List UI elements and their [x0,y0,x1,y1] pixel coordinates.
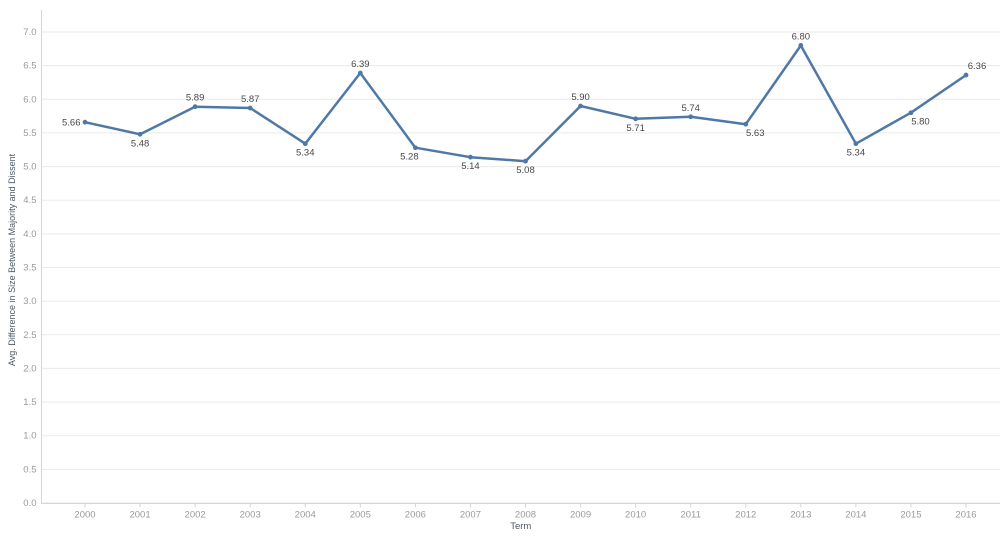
x-tick-label-2007: 2007 [460,510,481,521]
data-point-2010[interactable] [633,116,639,122]
x-tick-label-2002: 2002 [185,510,206,521]
y-tick-label-5.5: 5.5 [23,128,36,139]
x-tick-label-2016: 2016 [955,510,976,521]
data-point-2004[interactable] [302,141,308,147]
x-tick-label-2001: 2001 [129,510,150,521]
data-point-2001[interactable] [137,131,143,137]
y-tick-label-3.5: 3.5 [23,263,36,274]
y-tick-label-4.0: 4.0 [23,229,36,240]
data-label-2014: 5.34 [847,148,866,159]
data-point-2008[interactable] [523,158,528,164]
y-tick-label-1.5: 1.5 [23,397,36,408]
x-tick-label-2000: 2000 [74,510,95,521]
data-point-2003[interactable] [247,105,253,111]
data-label-2010: 5.71 [626,123,645,134]
data-point-2007[interactable] [468,154,473,160]
data-label-2002: 5.89 [186,93,205,104]
y-tick-label-3.0: 3.0 [23,296,36,307]
data-point-2005[interactable] [357,70,363,76]
data-label-2001: 5.48 [131,138,150,149]
data-label-2009: 5.90 [571,92,590,103]
data-label-2008: 5.08 [516,165,535,176]
x-tick-label-2013: 2013 [790,510,811,521]
x-tick-label-2015: 2015 [900,510,921,521]
data-point-2000[interactable] [82,119,88,125]
y-tick-label-5.0: 5.0 [23,162,36,173]
x-tick-label-2005: 2005 [350,510,371,521]
y-tick-label-0.0: 0.0 [23,498,36,509]
series-line[interactable] [83,44,968,163]
gridlines-group [42,31,1000,504]
data-labels-group: 5.66 5.48 5.89 5.87 5.34 6.39 5.28 5.14 5.08 5.90… [62,31,986,176]
x-tick-label-2010: 2010 [625,510,646,521]
data-label-2016: 6.36 [968,61,987,72]
data-label-2000: 5.66 [62,118,81,129]
y-tick-label-6.0: 6.0 [23,94,36,105]
y-axis-title: Avg. Difference in Size Between Majority… [7,153,17,366]
y-tick-label-1.0: 1.0 [23,431,36,442]
x-tick-label-2008: 2008 [515,510,536,521]
data-point-2016[interactable] [963,72,969,78]
y-tick-label-2.5: 2.5 [23,330,36,341]
x-tick-label-2014: 2014 [845,510,866,521]
data-label-2011: 5.74 [681,103,700,114]
x-tick-labels-group: 2000 2001 2002 2003 2004 2005 2006 2007 2008 2009… [74,510,976,521]
data-point-2012[interactable] [743,121,749,127]
data-point-2013[interactable] [798,43,804,48]
y-tick-label-2.0: 2.0 [23,363,36,374]
x-tick-label-2009: 2009 [570,510,591,521]
x-tick-label-2004: 2004 [295,510,316,521]
x-tick-label-2003: 2003 [240,510,261,521]
data-points-group [82,43,969,164]
data-label-2013: 6.80 [792,31,811,42]
y-tick-label-6.5: 6.5 [23,61,36,72]
data-point-2011[interactable] [688,114,694,120]
data-label-2015: 5.80 [911,117,930,128]
data-label-2005: 6.39 [351,59,370,70]
x-tick-label-2006: 2006 [405,510,426,521]
data-point-2014[interactable] [853,141,859,147]
data-label-2012: 5.63 [746,128,765,139]
data-label-2004: 5.34 [296,148,315,159]
data-point-2006[interactable] [412,145,418,151]
x-axis-title: Term [510,521,531,532]
y-tick-labels-group: 0.0 0.5 1.0 1.5 2.0 2.5 3.0 3.5 4.0 4.5 5.0 5.5 6.0 6… [23,27,36,509]
y-tick-label-7.0: 7.0 [23,27,36,38]
data-point-2002[interactable] [192,104,198,110]
data-point-2009[interactable] [578,103,583,109]
x-tick-label-2011: 2011 [680,510,700,521]
data-point-2015[interactable] [908,110,914,116]
data-label-2007: 5.14 [461,161,480,172]
y-tick-label-0.5: 0.5 [23,464,36,475]
x-tick-label-2012: 2012 [735,510,756,521]
x-tick-marks-group [84,504,967,508]
data-label-2003: 5.87 [241,94,260,105]
data-label-2006: 5.28 [400,152,419,163]
y-tick-label-4.5: 4.5 [23,195,36,206]
